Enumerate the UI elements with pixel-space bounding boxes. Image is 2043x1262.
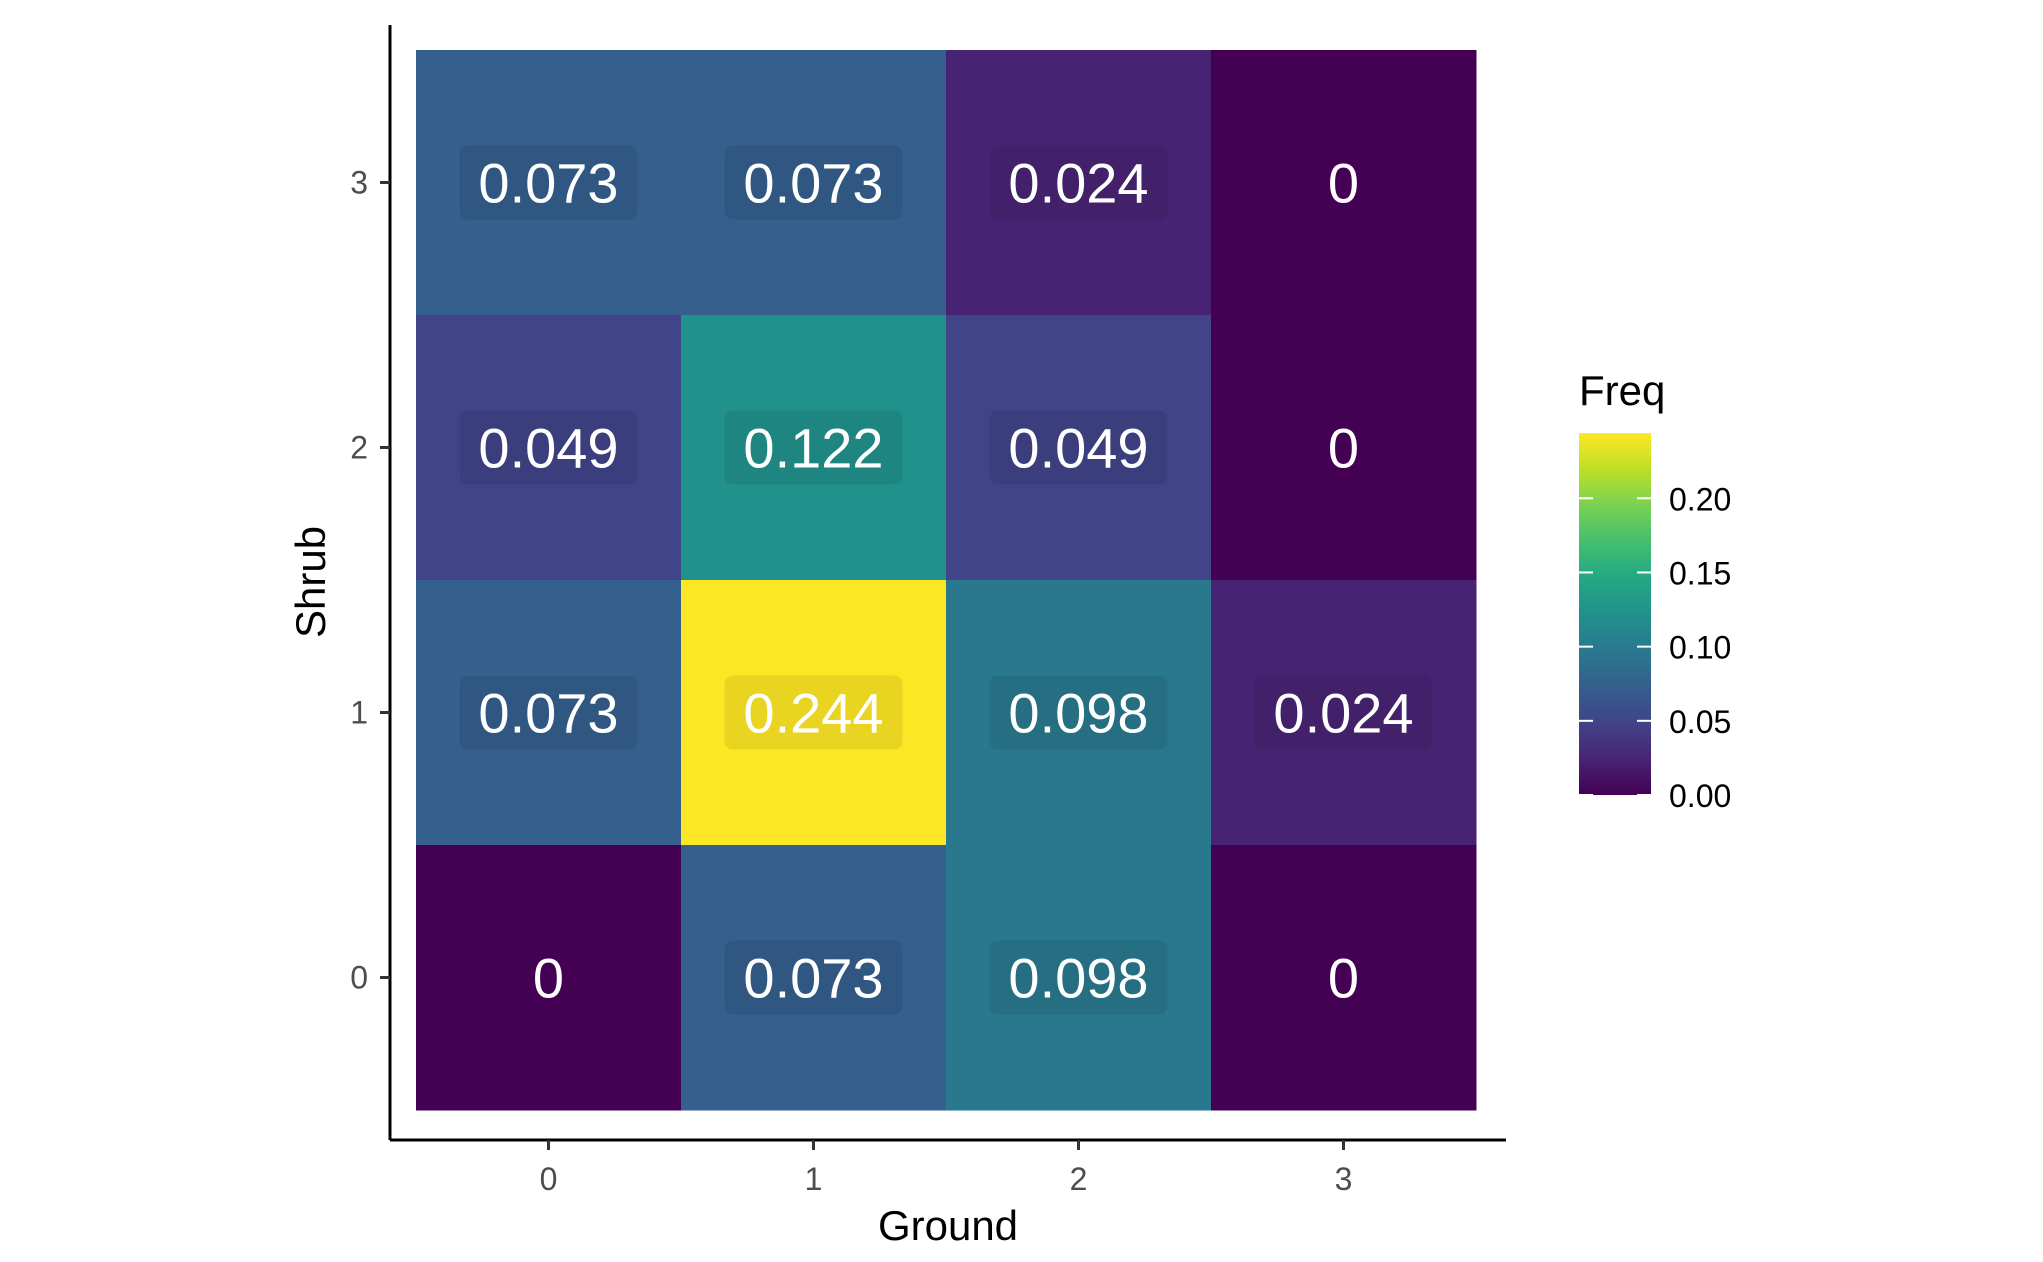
colorbar-tick-label: 0.05 xyxy=(1669,704,1731,740)
heatmap-cell xyxy=(416,580,682,846)
cell-label: 0.049 xyxy=(989,410,1168,485)
cell-label: 0.073 xyxy=(459,675,638,750)
cell-label-background xyxy=(989,145,1168,220)
cell-value-text: 0 xyxy=(1328,947,1359,1010)
x-tick-label: 2 xyxy=(1070,1161,1088,1197)
cell-label: 0 xyxy=(1328,417,1359,480)
heatmap-cell xyxy=(681,845,947,1111)
heatmap-cell xyxy=(946,580,1212,846)
cell-label-background xyxy=(989,940,1168,1015)
heatmap-cells xyxy=(416,50,1477,1111)
cell-value-text: 0.073 xyxy=(478,682,618,745)
heatmap-cell xyxy=(1211,845,1477,1111)
cell-label-background xyxy=(1254,675,1433,750)
cell-label: 0.073 xyxy=(459,145,638,220)
cell-label: 0.024 xyxy=(989,145,1168,220)
x-tick-label: 3 xyxy=(1335,1161,1353,1197)
cell-value-text: 0.049 xyxy=(478,417,618,480)
heatmap-cell xyxy=(681,315,947,581)
cell-label: 0.098 xyxy=(989,675,1168,750)
cell-value-text: 0.098 xyxy=(1008,682,1148,745)
cell-value-text: 0.024 xyxy=(1008,152,1148,215)
cell-label: 0.244 xyxy=(724,675,903,750)
cell-labels: 0.073 0.073 0.024 0 0.049 0.122 0.049 0 0.073 0.2… xyxy=(459,145,1433,1015)
cell-value-text: 0 xyxy=(533,947,564,1010)
y-tick-label: 3 xyxy=(350,165,368,201)
cell-label-background xyxy=(459,410,638,485)
heatmap-cell xyxy=(1211,315,1477,581)
cell-value-text: 0.098 xyxy=(1008,947,1148,1010)
heatmap-cell xyxy=(681,50,947,316)
cell-label: 0.024 xyxy=(1254,675,1433,750)
heatmap-cell xyxy=(681,580,947,846)
cell-label-background xyxy=(459,145,638,220)
colorbar-gradient xyxy=(1579,433,1651,795)
cell-label: 0.073 xyxy=(724,145,903,220)
colorbar-tick-label: 0.10 xyxy=(1669,630,1731,666)
heatmap-cell xyxy=(416,315,682,581)
colorbar-ticks: 0.00 0.05 0.10 0.15 0.20 xyxy=(1579,481,1731,814)
x-tick-label: 0 xyxy=(540,1161,558,1197)
cell-label: 0.122 xyxy=(724,410,903,485)
heatmap-cell xyxy=(946,845,1212,1111)
y-axis-title: Shrub xyxy=(287,526,334,638)
x-axis-title: Ground xyxy=(878,1202,1018,1249)
cell-value-text: 0.073 xyxy=(478,152,618,215)
cell-label-background xyxy=(724,145,903,220)
heatmap-cell xyxy=(416,50,682,316)
cell-label-background xyxy=(724,410,903,485)
heatmap-cell xyxy=(946,315,1212,581)
cell-value-text: 0 xyxy=(1328,152,1359,215)
cell-label-background xyxy=(989,410,1168,485)
axes xyxy=(388,25,1506,1142)
heatmap-cell xyxy=(946,50,1212,316)
cell-value-text: 0.049 xyxy=(1008,417,1148,480)
cell-label: 0.049 xyxy=(459,410,638,485)
cell-value-text: 0.073 xyxy=(743,947,883,1010)
y-tick-label: 2 xyxy=(350,430,368,466)
heatmap-cell xyxy=(416,845,682,1111)
cell-label-background xyxy=(989,675,1168,750)
cell-value-text: 0.122 xyxy=(743,417,883,480)
colorbar-tick-label: 0.15 xyxy=(1669,555,1731,591)
y-tick-label: 0 xyxy=(350,960,368,996)
cell-label-background xyxy=(724,675,903,750)
y-tick-label: 1 xyxy=(350,695,368,731)
cell-label-background xyxy=(724,940,903,1015)
axis-ticks: 0 1 2 3 0 1 2 3 xyxy=(350,165,1352,1198)
cell-label: 0 xyxy=(1328,947,1359,1010)
cell-label: 0.098 xyxy=(989,940,1168,1015)
cell-value-text: 0.073 xyxy=(743,152,883,215)
cell-value-text: 0.244 xyxy=(743,682,883,745)
heatmap-cell xyxy=(1211,580,1477,846)
cell-value-text: 0 xyxy=(1328,417,1359,480)
colorbar-tick-label: 0.20 xyxy=(1669,481,1731,517)
x-tick-label: 1 xyxy=(805,1161,823,1197)
heatmap-cell xyxy=(1211,50,1477,316)
cell-label-background xyxy=(459,675,638,750)
cell-label: 0 xyxy=(533,947,564,1010)
cell-value-text: 0.024 xyxy=(1273,682,1413,745)
legend-title: Freq xyxy=(1579,367,1665,414)
cell-label: 0 xyxy=(1328,152,1359,215)
cell-label: 0.073 xyxy=(724,940,903,1015)
colorbar-legend: Freq 0.00 0.05 0.10 0.15 0.20 xyxy=(1579,367,1731,814)
colorbar-tick-label: 0.00 xyxy=(1669,778,1731,814)
